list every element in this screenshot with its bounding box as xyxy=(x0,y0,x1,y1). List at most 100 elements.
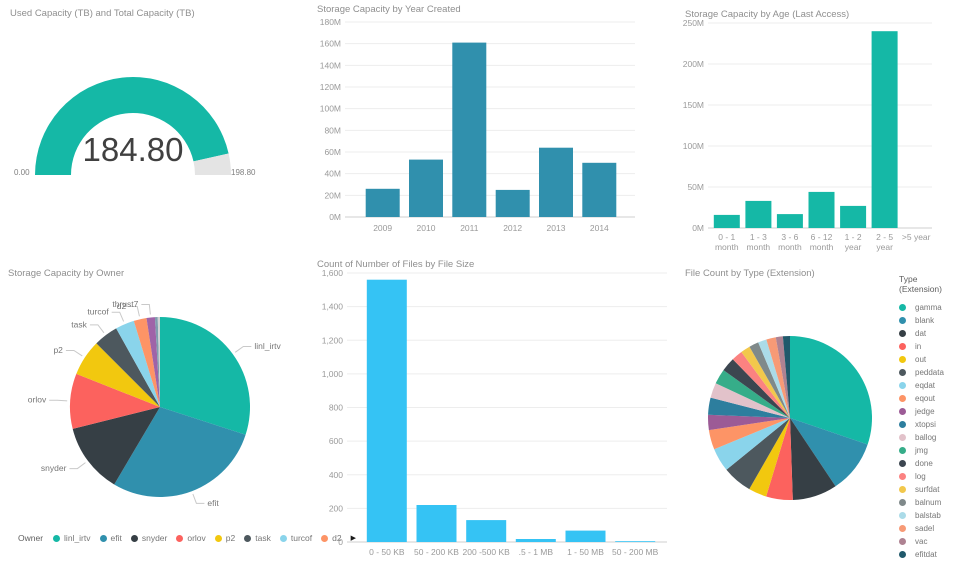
pie-slice-efit[interactable] xyxy=(114,407,246,498)
gauge-max-label: 198.80 xyxy=(231,168,256,177)
legend-label: efit xyxy=(110,533,122,543)
label-leader-line xyxy=(234,345,252,353)
legend-item-jmg[interactable]: jmg xyxy=(899,444,960,457)
pie-slice-xtopsi[interactable] xyxy=(708,397,790,418)
panel-title: Used Capacity (TB) and Total Capacity (T… xyxy=(10,8,195,19)
legend-label: efitdat xyxy=(915,550,937,559)
y-axis-tick: 160M xyxy=(320,39,341,49)
pie-slice-done[interactable] xyxy=(723,359,790,418)
legend-item-snyder[interactable]: snyder xyxy=(130,533,167,543)
bar-2012[interactable] xyxy=(495,189,530,217)
bar-3 - 6-month[interactable] xyxy=(776,214,803,228)
bar-200 -500 KB[interactable] xyxy=(466,520,507,542)
pie-slice-out[interactable] xyxy=(749,418,790,497)
y-axis-tick: 600 xyxy=(329,436,343,446)
bar-.5 - 1 MB[interactable] xyxy=(515,539,556,542)
bar-50 - 200 MB[interactable] xyxy=(615,541,656,542)
legend-item-balstab[interactable]: balstab xyxy=(899,509,960,522)
x-axis-tick: 2 - 5 xyxy=(876,232,893,242)
legend-item-orlov[interactable]: orlov xyxy=(176,533,206,543)
bar-2013[interactable] xyxy=(539,147,573,217)
legend-item-blank[interactable]: blank xyxy=(899,314,960,327)
x-axis-tick: month xyxy=(778,242,802,252)
pie-slice-gamma[interactable] xyxy=(790,336,873,445)
pie-slice-p2[interactable] xyxy=(76,343,160,407)
legend-swatch-icon xyxy=(899,473,906,480)
legend-item-sadel[interactable]: sadel xyxy=(899,522,960,535)
pie-slice-other[interactable] xyxy=(154,317,160,407)
file-size-bar-chart: 0 200 400 600 800 1,000 1,200 1,400 1,600 0 - 50 … xyxy=(322,268,667,557)
legend-item-efit[interactable]: efit xyxy=(99,533,122,543)
legend-item-xtopsi[interactable]: xtopsi xyxy=(899,418,960,431)
legend-item-ballog[interactable]: ballog xyxy=(899,431,960,444)
pie-slice-snyder[interactable] xyxy=(72,407,160,485)
legend-item-p2[interactable]: p2 xyxy=(214,533,236,543)
pie-slice-eqdat[interactable] xyxy=(714,418,790,470)
pie-slice-blank[interactable] xyxy=(790,418,868,487)
legend-item-in[interactable]: in xyxy=(899,340,960,353)
pie-slice-log[interactable] xyxy=(732,351,790,418)
legend-item-linl_irtv[interactable]: linl_irtv xyxy=(53,533,91,543)
pie-slice-eqout[interactable] xyxy=(708,418,790,450)
legend-label: orlov xyxy=(187,533,206,543)
legend-scroll-right-icon[interactable]: ▶ xyxy=(350,535,356,542)
legend-label: balstab xyxy=(915,511,941,520)
pie-slice-other[interactable] xyxy=(157,317,160,407)
legend-item-turcof[interactable]: turcof xyxy=(279,533,312,543)
bar-1 - 3-month[interactable] xyxy=(745,200,772,228)
pie-slice-d2[interactable] xyxy=(133,318,160,407)
pie-slice-dat[interactable] xyxy=(790,418,836,500)
pie-slice-in[interactable] xyxy=(766,418,793,500)
legend-label: p2 xyxy=(225,533,236,543)
bar-2 - 5-year[interactable] xyxy=(871,31,898,229)
legend-item-eqdat[interactable]: eqdat xyxy=(899,379,960,392)
legend-item-d2[interactable]: d2 xyxy=(321,533,342,543)
pie-slice-vac[interactable] xyxy=(775,336,790,418)
pie-slice-jmg[interactable] xyxy=(715,370,790,418)
bar-2011[interactable] xyxy=(452,42,487,217)
legend-item-jedge[interactable]: jedge xyxy=(899,405,960,418)
bar-2010[interactable] xyxy=(409,159,443,217)
bar-2014[interactable] xyxy=(582,162,617,217)
legend-item-vac[interactable]: vac xyxy=(899,535,960,548)
pie-slice-task[interactable] xyxy=(96,328,160,407)
pie-slice-surfdat[interactable] xyxy=(741,346,790,418)
bar-50 - 200 KB[interactable] xyxy=(416,505,457,542)
pie-slice-orlov[interactable] xyxy=(70,373,160,429)
legend-item-efitdat[interactable]: efitdat xyxy=(899,548,960,561)
bar-1 - 50 MB[interactable] xyxy=(565,530,606,542)
legend-item-dat[interactable]: dat xyxy=(899,327,960,340)
pie-slice-balstab[interactable] xyxy=(758,339,790,418)
pie-slice-thrust7[interactable] xyxy=(146,317,160,407)
pie-slice-efitdat[interactable] xyxy=(782,336,790,418)
legend-item-surfdat[interactable]: surfdat xyxy=(899,483,960,496)
legend-item-task[interactable]: task xyxy=(244,533,271,543)
bar-1 - 2-year[interactable] xyxy=(840,205,867,228)
legend-item-eqout[interactable]: eqout xyxy=(899,392,960,405)
panel-title: Storage Capacity by Owner xyxy=(8,268,125,279)
y-axis-tick: 0M xyxy=(692,223,704,233)
legend-swatch-icon xyxy=(899,486,906,493)
bar-0 - 1-month[interactable] xyxy=(713,214,740,228)
pie-slice-balnum[interactable] xyxy=(749,342,790,418)
legend-item-log[interactable]: log xyxy=(899,470,960,483)
bar-0 - 50 KB[interactable] xyxy=(366,279,407,542)
pie-slice-label: task xyxy=(71,319,87,329)
legend-item-balnum[interactable]: balnum xyxy=(899,496,960,509)
gauge-fill-arc[interactable] xyxy=(35,77,229,175)
pie-slice-ballog[interactable] xyxy=(710,383,790,418)
pie-slice-peddata[interactable] xyxy=(726,418,790,490)
bar-2009[interactable] xyxy=(365,188,400,217)
legend-item-out[interactable]: out xyxy=(899,353,960,366)
legend-item-done[interactable]: done xyxy=(899,457,960,470)
legend-swatch-icon xyxy=(130,534,138,542)
legend-item-peddata[interactable]: peddata xyxy=(899,366,960,379)
pie-slice-sadel[interactable] xyxy=(766,337,790,418)
pie-slice-turcof[interactable] xyxy=(116,320,160,407)
bar-6 - 12-month[interactable] xyxy=(808,191,835,228)
pie-slice-linl_irtv[interactable] xyxy=(160,317,251,435)
panel-file-count-by-size: Count of Number of Files by File Size 0 2… xyxy=(312,252,680,561)
pie-slice-jedge[interactable] xyxy=(707,414,790,431)
legend-item-gamma[interactable]: gamma xyxy=(899,301,960,314)
